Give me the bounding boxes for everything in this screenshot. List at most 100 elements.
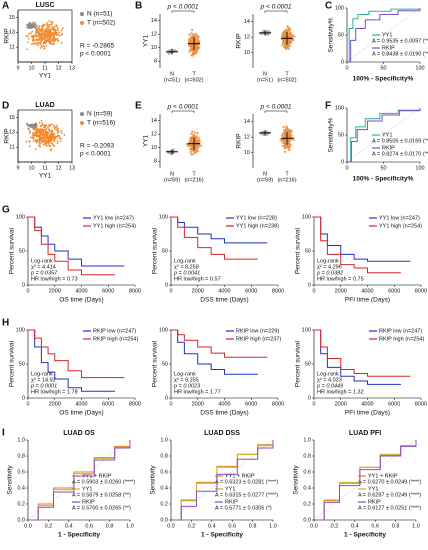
point	[41, 140, 43, 143]
y-tick-label: 0.2	[17, 501, 25, 507]
point	[39, 132, 41, 134]
point	[193, 52, 196, 55]
point	[41, 24, 44, 27]
point	[51, 21, 54, 23]
x-tick-label: 2000	[335, 288, 347, 294]
point	[34, 139, 37, 141]
point	[43, 30, 45, 33]
point	[191, 40, 194, 44]
point	[30, 27, 33, 30]
y-tick-label: 0	[308, 282, 311, 288]
point	[41, 31, 43, 34]
legend-stat: A = 0.6270 ± 0.0249 (****)	[358, 479, 421, 485]
category-count: (n=51)	[164, 77, 180, 83]
survival-curve	[314, 329, 411, 377]
x-axis-label: YY1	[39, 173, 52, 180]
x-tick-label: 6000	[102, 288, 114, 294]
point	[31, 135, 34, 137]
point	[26, 35, 29, 38]
roc-curve	[347, 8, 421, 63]
legend-label: YY1 + RKIP	[82, 473, 112, 479]
legend-stat: A = 0.6287 ± 0.0249 (****)	[358, 492, 421, 498]
point	[43, 41, 46, 43]
y-tick-label: 10	[244, 50, 250, 56]
y-tick-label: 0.0	[160, 517, 168, 523]
point	[196, 48, 199, 51]
y-tick-label: 0.2	[303, 501, 311, 507]
x-tick-label: 6000	[388, 288, 400, 294]
point	[47, 144, 50, 147]
stat: HR low/high = 0.57	[174, 276, 221, 282]
point	[188, 33, 191, 36]
point	[36, 31, 38, 34]
point	[48, 145, 51, 148]
point	[46, 33, 49, 36]
x-tick-label: 11	[42, 65, 48, 71]
point	[50, 139, 53, 141]
point	[279, 138, 282, 142]
point	[48, 23, 51, 26]
legend-stat: A = 0.5700 ± 0.0265 (**)	[72, 505, 131, 511]
y-tick-label: 13	[9, 130, 15, 136]
point	[30, 136, 32, 139]
point	[33, 22, 36, 25]
point	[28, 27, 31, 29]
x-tick-label: 8000	[129, 288, 141, 294]
y-tick-label: 11	[9, 145, 15, 151]
point	[45, 134, 48, 137]
p-value: p < 0.0001	[260, 104, 292, 111]
y-tick-label: 100	[302, 214, 311, 220]
point	[49, 133, 52, 135]
category: N	[170, 71, 174, 77]
point	[44, 130, 47, 132]
x-tick-label: 50	[380, 65, 386, 71]
point	[53, 25, 56, 28]
point	[61, 27, 64, 30]
x-tick-label: 2000	[335, 401, 347, 407]
y-tick-label: 8	[154, 59, 157, 65]
point	[55, 124, 58, 127]
x-tick-label: 13	[69, 65, 75, 71]
stat: p = 0.0449	[316, 383, 343, 389]
point	[44, 142, 47, 145]
x-axis-label: 1 - Specificity	[58, 532, 100, 539]
point	[41, 134, 44, 137]
y-axis-label: Percent survival	[9, 340, 16, 387]
point	[53, 28, 55, 31]
roc-curve	[28, 440, 131, 521]
point	[37, 38, 40, 41]
point	[39, 39, 42, 41]
y-tick-label: 1.0	[17, 437, 25, 443]
x-tick-label: 0.6	[371, 523, 379, 529]
p-value: p < 0.0001	[167, 4, 199, 11]
point	[39, 137, 42, 140]
point	[53, 33, 56, 36]
legend-label: YY1	[225, 486, 235, 492]
x-tick-label: 4000	[218, 288, 230, 294]
point	[43, 24, 46, 27]
roc-curve	[314, 440, 417, 521]
point	[200, 144, 203, 147]
point	[193, 131, 196, 134]
bracket	[264, 110, 288, 113]
point	[57, 127, 59, 130]
point	[32, 140, 35, 143]
point	[282, 42, 285, 45]
point	[44, 32, 47, 34]
point	[28, 132, 31, 134]
point	[50, 135, 53, 138]
y-tick-label: 0.8	[160, 453, 168, 459]
point	[26, 23, 28, 26]
legend-label: RKIP low (n=247)	[93, 328, 136, 334]
point	[190, 35, 193, 38]
point	[57, 40, 60, 43]
x-tick-label: 1.0	[269, 523, 277, 529]
y-axis-label: Sensitivity	[150, 465, 157, 495]
point	[34, 43, 37, 46]
panel-title: LUAD PFI	[349, 430, 381, 437]
x-axis-label: 100% - Specificity%	[353, 176, 414, 183]
legend-label: YY1 low (n=247)	[93, 215, 134, 221]
point	[191, 33, 195, 36]
category-count: (n=51)	[257, 77, 273, 83]
